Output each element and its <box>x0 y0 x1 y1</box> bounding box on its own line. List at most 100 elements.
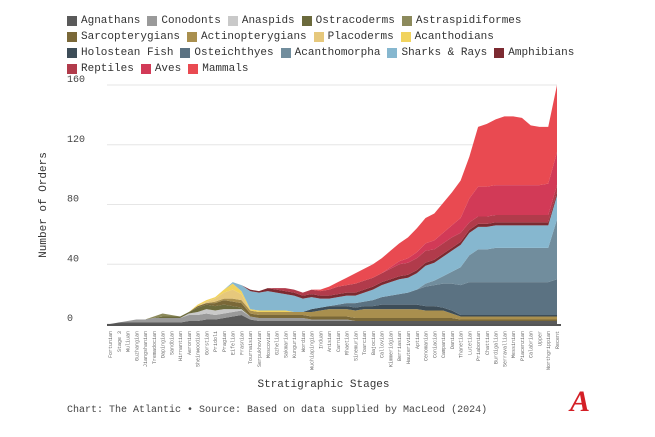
y-tick-label: 120 <box>67 135 85 146</box>
x-axis-title: Stratigraphic Stages <box>257 379 389 391</box>
legend-item: Acanthodians <box>400 30 494 43</box>
x-tick-label: Fortunian <box>108 331 114 358</box>
legend-swatch <box>227 15 238 26</box>
legend-item: Placoderms <box>313 30 394 43</box>
legend-label: Conodonts <box>161 14 221 27</box>
x-tick-label: Priabonian <box>476 331 482 361</box>
legend-item: Aves <box>140 62 182 75</box>
legend-item: Actinopterygians <box>187 30 307 43</box>
legend-swatch <box>401 15 412 26</box>
legend-swatch <box>67 15 77 26</box>
legend-label: Placoderms <box>327 30 394 43</box>
legend-swatch <box>140 63 151 74</box>
legend-label: Agnathans <box>81 14 141 27</box>
x-tick-label: Bajocian <box>371 331 377 355</box>
x-tick-label: Guzhangian <box>134 331 140 361</box>
y-tick-label: 0 <box>67 314 73 325</box>
x-tick-label: Frasnian <box>239 331 245 355</box>
x-tick-label: Callovian <box>380 331 386 358</box>
legend-swatch <box>67 31 77 42</box>
x-tick-label: Gorstian <box>204 331 210 355</box>
legend-item: Mammals <box>188 62 248 75</box>
legend-swatch <box>147 15 158 26</box>
area-anaspids <box>110 309 557 324</box>
y-tick-label: 80 <box>67 195 79 206</box>
x-tick-label: Wordian <box>301 331 307 352</box>
x-tick-label: Sandbian <box>169 331 175 355</box>
area-actinopterygians <box>110 298 557 324</box>
x-tick-label: Induan <box>318 331 324 349</box>
x-tick-label: Recent <box>555 331 561 349</box>
legend-label: Anaspids <box>241 14 295 27</box>
legend-item: Conodonts <box>147 14 221 27</box>
area-acanthodians <box>110 283 557 324</box>
x-tick-label: Wuchiapingian <box>310 331 316 370</box>
legend: Agnathans Conodonts Anaspids Ostracoderms As… <box>67 14 607 75</box>
legend-swatch <box>187 31 198 42</box>
x-tick-label: Sakmarian <box>283 331 289 358</box>
x-tick-label: Kungurian <box>292 331 298 358</box>
x-tick-label: Thanetian <box>459 331 465 358</box>
legend-item: Amphibians <box>494 46 574 59</box>
legend-item: Holostean Fish <box>67 46 173 59</box>
legend-swatch <box>387 47 398 58</box>
x-tick-label: Upper <box>537 331 543 346</box>
the-atlantic-logo: A <box>570 385 591 418</box>
x-tick-label: Moscovian <box>266 331 272 358</box>
area-acanthomorpha <box>110 219 557 324</box>
legend-swatch <box>301 15 312 26</box>
x-tick-label: Sheinwoodian <box>196 331 202 367</box>
legend-label: Sharks & Rays <box>401 46 488 59</box>
legend-item: Sarcopterygians <box>67 30 180 43</box>
legend-label: Amphibians <box>508 46 575 59</box>
x-tick-label: Hauterivian <box>406 331 412 364</box>
x-tick-label: Burdigalian <box>494 331 500 364</box>
legend-item: Osteichthyes <box>180 46 274 59</box>
legend-swatch <box>280 47 291 58</box>
x-tick-label: Tournaisian <box>248 331 254 364</box>
x-tick-label: Piacenzian <box>520 331 526 361</box>
x-tick-label: Wuliuan <box>126 331 132 352</box>
legend-item: Reptiles <box>67 62 134 75</box>
x-tick-label: Rhaetian <box>345 331 351 355</box>
x-tick-label: Northgrippian <box>546 331 552 370</box>
legend-label: Sarcopterygians <box>81 30 181 43</box>
legend-label: Astraspidiformes <box>415 14 522 27</box>
x-tick-label: Stage 3 <box>117 331 123 352</box>
legend-item: Sharks & Rays <box>387 46 487 59</box>
x-tick-label: Jiangshanian <box>143 331 149 367</box>
legend-item: Acanthomorpha <box>280 46 380 59</box>
x-tick-label: Aeronian <box>187 331 193 355</box>
x-tick-label: Serpukhovian <box>257 331 263 367</box>
x-tick-label: Hirnantian <box>178 331 184 361</box>
legend-swatch <box>400 31 411 42</box>
legend-label: Aves <box>154 62 182 75</box>
x-tick-label: Kimmeridgian <box>388 331 394 367</box>
legend-label: Ostracoderms <box>315 14 395 27</box>
area-placoderms <box>110 289 557 324</box>
x-tick-label: Carnian <box>336 331 342 352</box>
x-tick-label: Messinian <box>511 331 517 358</box>
x-tick-label: Eifelian <box>231 331 237 355</box>
y-axis-title: Number of Orders <box>38 152 50 258</box>
legend-label: Mammals <box>202 62 249 75</box>
area-sharks-rays <box>110 195 557 324</box>
legend-label: Reptiles <box>81 62 134 75</box>
y-tick-label: 40 <box>67 254 79 265</box>
x-tick-label: Berriasian <box>397 331 403 361</box>
x-tick-label: Lutetian <box>467 331 473 355</box>
x-tick-label: Serravallian <box>502 331 508 367</box>
legend-swatch <box>494 47 505 58</box>
legend-label: Osteichthyes <box>194 46 274 59</box>
area-osteichthyes <box>110 279 557 324</box>
legend-item: Ostracoderms <box>301 14 395 27</box>
legend-item: Agnathans <box>67 14 140 27</box>
x-tick-label: Calabrian <box>529 331 535 358</box>
x-tick-label: Aptian <box>415 331 421 349</box>
area-agnathans <box>110 315 557 324</box>
x-tick-label: Coniacian <box>432 331 438 358</box>
x-tick-label: Toarcian <box>362 331 368 355</box>
x-tick-label: Tremadocian <box>152 331 158 364</box>
x-tick-label: Sinemurian <box>353 331 359 361</box>
